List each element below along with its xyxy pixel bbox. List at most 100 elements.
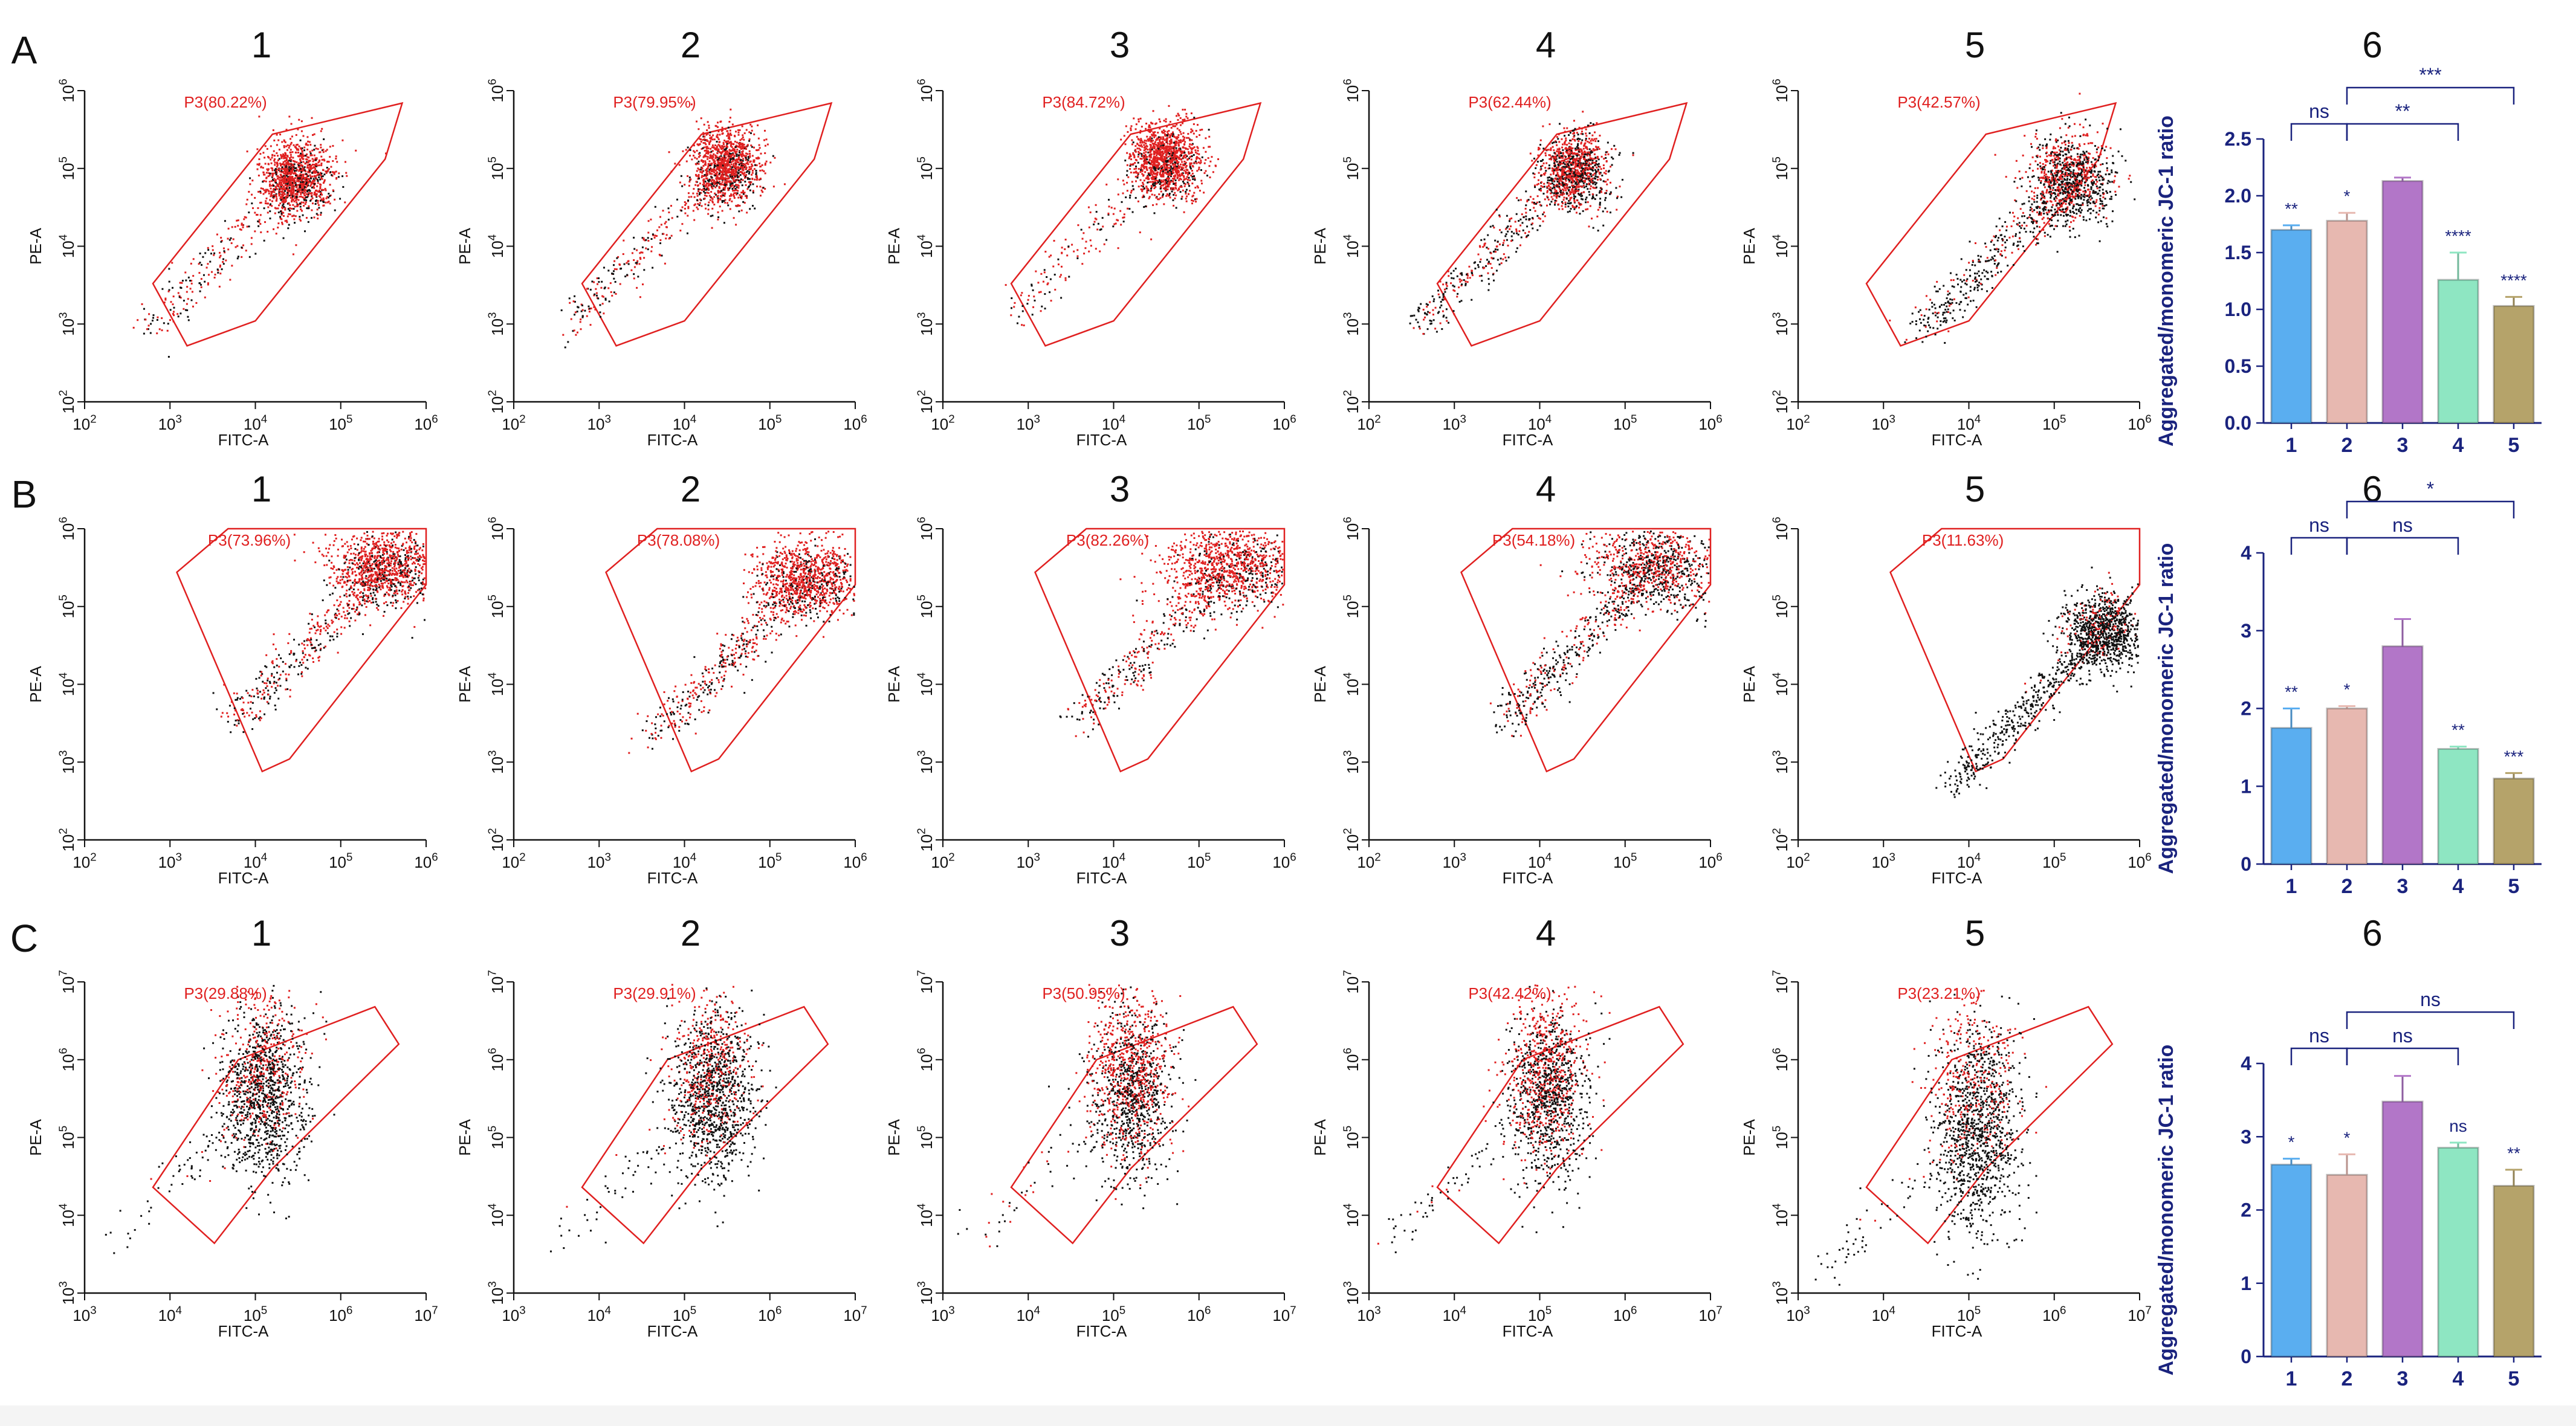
gated-event — [289, 158, 291, 161]
gated-event — [707, 158, 709, 160]
gated-event — [172, 320, 175, 323]
gated-event — [1423, 318, 1425, 321]
event — [645, 239, 647, 241]
gated-event — [733, 169, 735, 172]
gated-event — [319, 187, 322, 190]
event — [1588, 132, 1591, 134]
gated-event — [306, 166, 308, 169]
gated-event — [320, 155, 323, 158]
gated-event — [264, 221, 267, 224]
gated-event — [670, 234, 673, 237]
gated-event — [322, 204, 325, 207]
gated-event — [723, 162, 725, 164]
event — [1135, 165, 1138, 167]
gated-event — [615, 292, 617, 295]
gated-event — [714, 172, 717, 175]
gated-event — [282, 153, 284, 155]
gated-event — [290, 149, 292, 151]
event — [737, 176, 739, 179]
gated-event — [1150, 238, 1153, 240]
gated-event — [727, 150, 729, 152]
gated-event — [288, 115, 291, 118]
gated-event — [183, 308, 185, 310]
plot-number: 3 — [1110, 25, 1130, 65]
gated-event — [301, 157, 303, 160]
gated-event — [1182, 167, 1185, 169]
y-tick-label: 104 — [485, 234, 506, 258]
gated-event — [1040, 310, 1042, 312]
gated-event — [1174, 164, 1177, 166]
gated-event — [344, 201, 346, 204]
gated-event — [647, 239, 650, 242]
gated-event — [1193, 192, 1196, 194]
event — [652, 266, 654, 269]
gated-event — [1172, 181, 1174, 183]
gated-event — [1159, 186, 1162, 188]
event — [1480, 274, 1483, 277]
x-axis-label: FITC-A — [647, 431, 698, 449]
event — [748, 178, 751, 180]
event — [1200, 169, 1202, 171]
event — [607, 269, 610, 272]
gated-event — [687, 207, 690, 210]
gated-event — [320, 177, 323, 179]
gated-event — [304, 192, 306, 194]
gated-event — [288, 147, 290, 149]
gated-event — [710, 147, 712, 150]
gated-event — [1185, 156, 1187, 159]
gated-event — [1141, 190, 1144, 192]
gated-event — [764, 144, 766, 147]
gated-event — [562, 334, 565, 336]
gated-event — [1605, 170, 1607, 172]
event — [287, 227, 290, 230]
gated-event — [1203, 162, 1206, 164]
event — [1576, 138, 1579, 141]
gated-event — [241, 222, 243, 225]
gated-event — [195, 302, 198, 304]
gated-event — [731, 153, 733, 156]
gated-event — [1198, 166, 1200, 169]
gated-event — [1537, 179, 1539, 181]
gated-event — [1144, 140, 1146, 142]
gated-event — [693, 144, 695, 147]
gated-event — [1582, 184, 1585, 187]
event — [1016, 322, 1018, 324]
gated-event — [329, 156, 331, 158]
gated-event — [1550, 173, 1552, 176]
gated-event — [1027, 295, 1030, 297]
event — [241, 247, 243, 249]
event — [328, 193, 330, 195]
event — [1494, 248, 1497, 251]
event — [280, 170, 283, 172]
gated-event — [759, 163, 761, 165]
gated-event — [1191, 144, 1193, 146]
plot-number: 4 — [1536, 25, 1556, 65]
gated-event — [722, 143, 725, 146]
event — [633, 236, 635, 239]
gated-event — [728, 164, 730, 166]
gated-event — [254, 197, 256, 199]
event — [1095, 211, 1098, 213]
gated-event — [726, 202, 728, 204]
event — [1555, 175, 1558, 177]
gated-event — [1194, 149, 1197, 152]
gated-event — [1064, 277, 1067, 279]
event — [613, 277, 615, 280]
gated-event — [1060, 265, 1063, 268]
gated-event — [311, 202, 314, 205]
gated-event — [213, 254, 215, 256]
gated-event — [714, 144, 716, 147]
gated-event — [304, 177, 306, 179]
gated-event — [1138, 167, 1140, 170]
gated-event — [737, 134, 740, 136]
event — [1182, 181, 1184, 183]
gated-event — [1599, 166, 1601, 168]
gated-event — [738, 146, 740, 148]
gated-event — [1439, 322, 1442, 324]
gated-event — [301, 190, 303, 193]
gated-event — [1154, 131, 1156, 134]
gated-event — [313, 175, 316, 177]
gated-event — [302, 201, 305, 204]
event — [1125, 196, 1127, 199]
gate-label: P3(80.22%) — [184, 93, 267, 111]
